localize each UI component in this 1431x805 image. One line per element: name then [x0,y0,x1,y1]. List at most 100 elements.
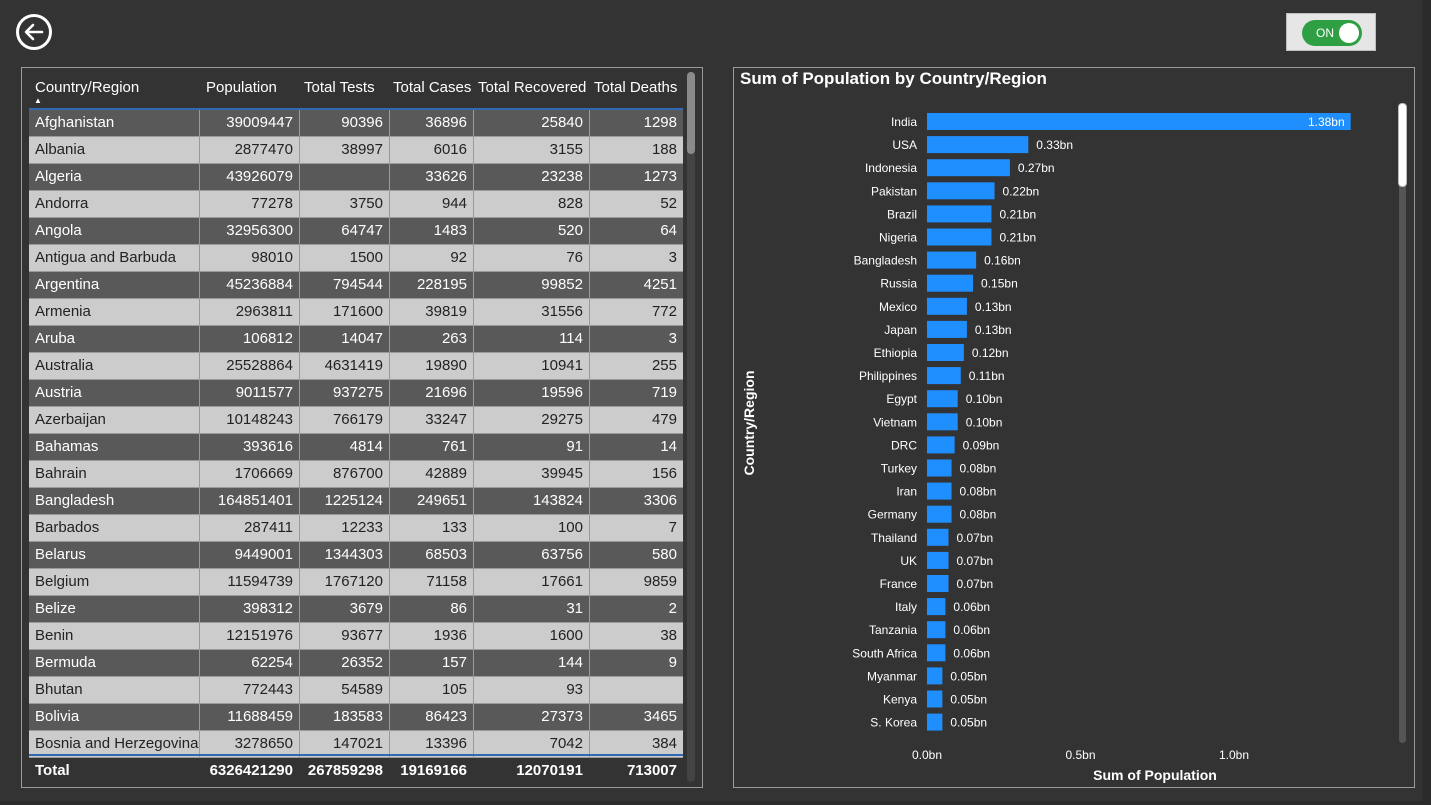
total-tests-cell: 171600 [299,299,389,325]
table-row[interactable]: Azerbaijan 10148243 766179 33247 29275 479 [29,407,683,434]
total-recovered-cell: 27373 [473,704,589,730]
category-label: Vietnam [873,415,917,429]
bar[interactable] [927,644,946,662]
table-row[interactable]: Belize 398312 3679 86 31 2 [29,596,683,623]
total-cases-cell: 6016 [389,137,473,163]
bar[interactable] [927,344,964,361]
bar[interactable] [927,436,955,454]
table-row[interactable]: Bangladesh 164851401 1225124 249651 143824 33… [29,488,683,515]
total-tests-cell: 3750 [299,191,389,217]
table-row[interactable]: Bermuda 62254 26352 157 144 9 [29,650,683,677]
bar[interactable] [927,182,995,200]
total-cases-cell: 133 [389,515,473,541]
table-row[interactable]: Austria 9011577 937275 21696 19596 719 [29,380,683,407]
total-deaths-cell: 64 [589,218,683,244]
country-cell: Bahrain [35,465,87,482]
bar[interactable] [927,551,949,569]
data-label: 0.07bn [956,554,993,568]
table-row[interactable]: Bolivia 11688459 183583 86423 27373 3465 [29,704,683,731]
table-scrollbar-thumb[interactable] [687,72,695,154]
population-cell: 106812 [199,326,299,352]
table-row[interactable]: Algeria 43926079 33626 23238 1273 [29,164,683,191]
bar[interactable] [927,390,958,408]
table-row[interactable]: Armenia 2963811 171600 39819 31556 772 [29,299,683,326]
bar[interactable] [927,528,949,546]
bar[interactable] [927,690,943,708]
bar[interactable] [927,413,958,431]
bar[interactable] [927,251,977,269]
country-cell: Bangladesh [35,492,115,509]
bar[interactable] [927,575,949,592]
bar[interactable] [927,367,961,385]
total-deaths-cell: 188 [589,137,683,163]
column-header-country[interactable]: Country/Region [35,79,140,96]
bar[interactable] [927,459,952,477]
back-arrow-button[interactable] [16,14,52,50]
country-cell: Australia [35,357,94,374]
total-cases-cell: 92 [389,245,473,271]
table-row[interactable]: Bahrain 1706669 876700 42889 39945 156 [29,461,683,488]
table-row[interactable]: Bhutan 772443 54589 105 93 [29,677,683,704]
table-row[interactable]: Afghanistan 39009447 90396 36896 25840 1298 [29,110,683,137]
table-row[interactable]: Antigua and Barbuda 98010 1500 92 76 3 [29,245,683,272]
total-cases-cell: 105 [389,677,473,703]
total-recovered-cell: 3155 [473,137,589,163]
population-bar-chart: India 1.38bn USA 0.33bn Indonesia 0.27bn Pakis… [741,113,1351,783]
population-cell: 77278 [199,191,299,217]
total-tests-cell: 93677 [299,623,389,649]
column-header-total-deaths[interactable]: Total Deaths [594,79,678,96]
bar[interactable] [927,713,943,731]
bar[interactable] [927,598,946,616]
category-label: Myanmar [867,669,917,683]
bar[interactable] [927,113,1351,130]
population-cell: 3278650 [199,731,299,757]
population-cell: 11594739 [199,569,299,595]
table-row[interactable]: Albania 2877470 38997 6016 3155 188 [29,137,683,164]
population-cell: 11688459 [199,704,299,730]
bar[interactable] [927,621,946,639]
bar[interactable] [927,274,974,292]
total-deaths-cell: 1273 [589,164,683,190]
table-row[interactable]: Aruba 106812 14047 263 114 3 [29,326,683,353]
table-row[interactable]: Belgium 11594739 1767120 71158 17661 9859 [29,569,683,596]
table-row[interactable]: Barbados 287411 12233 133 100 7 [29,515,683,542]
total-deaths-cell: 52 [589,191,683,217]
column-header-population[interactable]: Population [206,79,277,96]
bar[interactable] [927,505,952,523]
table-row[interactable]: Angola 32956300 64747 1483 520 64 [29,218,683,245]
country-cell: Belize [35,600,76,617]
category-label: USA [892,138,917,152]
data-label: 0.27bn [1018,161,1055,175]
bar[interactable] [927,667,943,685]
chart-scrollbar[interactable] [1398,103,1407,743]
total-deaths-cell: 3 [589,326,683,352]
category-label: Indonesia [865,161,917,175]
total-deaths-cell: 3306 [589,488,683,514]
column-header-total-tests[interactable]: Total Tests [304,79,375,96]
total-deaths-cell: 14 [589,434,683,460]
table-row[interactable]: Australia 25528864 4631419 19890 10941 255 [29,353,683,380]
bar[interactable] [927,482,952,500]
category-label: Pakistan [871,184,917,198]
bar[interactable] [927,205,992,223]
total-tests-cell: 147021 [299,731,389,757]
total-deaths-cell: 7 [589,515,683,541]
bar[interactable] [927,136,1029,154]
table-row[interactable]: Argentina 45236884 794544 228195 99852 4251 [29,272,683,299]
data-label: 0.22bn [1003,184,1040,198]
on-off-toggle[interactable]: ON [1302,20,1362,46]
table-row[interactable]: Belarus 9449001 1344303 68503 63756 580 [29,542,683,569]
table-row[interactable]: Bosnia and Herzegovina 3278650 147021 13396… [29,731,683,758]
bar[interactable] [927,228,992,246]
category-label: France [880,577,918,591]
chart-scrollbar-thumb[interactable] [1398,103,1407,187]
table-row[interactable]: Bahamas 393616 4814 761 91 14 [29,434,683,461]
table-row[interactable]: Andorra 77278 3750 944 828 52 [29,191,683,218]
bar[interactable] [927,320,967,338]
column-header-total-recovered[interactable]: Total Recovered [478,79,587,96]
bar[interactable] [927,297,967,315]
table-scrollbar[interactable] [687,72,695,782]
column-header-total-cases[interactable]: Total Cases [393,79,472,96]
bar[interactable] [927,159,1010,177]
table-row[interactable]: Benin 12151976 93677 1936 1600 38 [29,623,683,650]
